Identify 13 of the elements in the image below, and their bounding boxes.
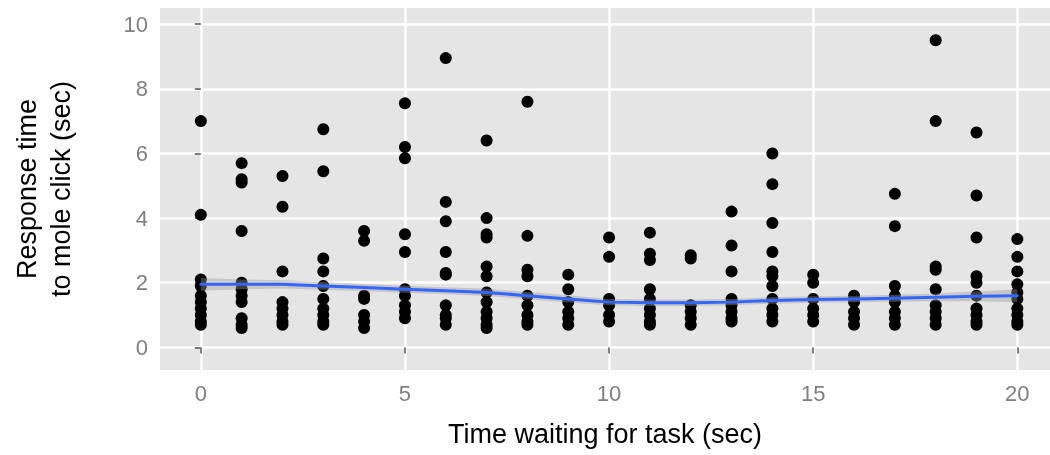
y-tick-label: 6 — [135, 140, 148, 166]
x-tick-label: 0 — [194, 380, 207, 406]
y-tick-label: 8 — [135, 76, 148, 102]
x-tick-label: 20 — [1005, 380, 1030, 406]
y-tick-label: 10 — [123, 11, 148, 37]
y-axis-title: Response time to mole click (sec) — [12, 80, 76, 298]
y-tick-label: 0 — [135, 334, 148, 360]
y-tick-label: 2 — [135, 270, 148, 296]
x-tick-label: 15 — [800, 380, 826, 406]
x-tick-label: 10 — [596, 380, 622, 406]
x-axis-title: Time waiting for task (sec) — [447, 418, 763, 449]
x-tick-label: 5 — [398, 380, 412, 406]
y-tick-label: 4 — [135, 205, 148, 231]
